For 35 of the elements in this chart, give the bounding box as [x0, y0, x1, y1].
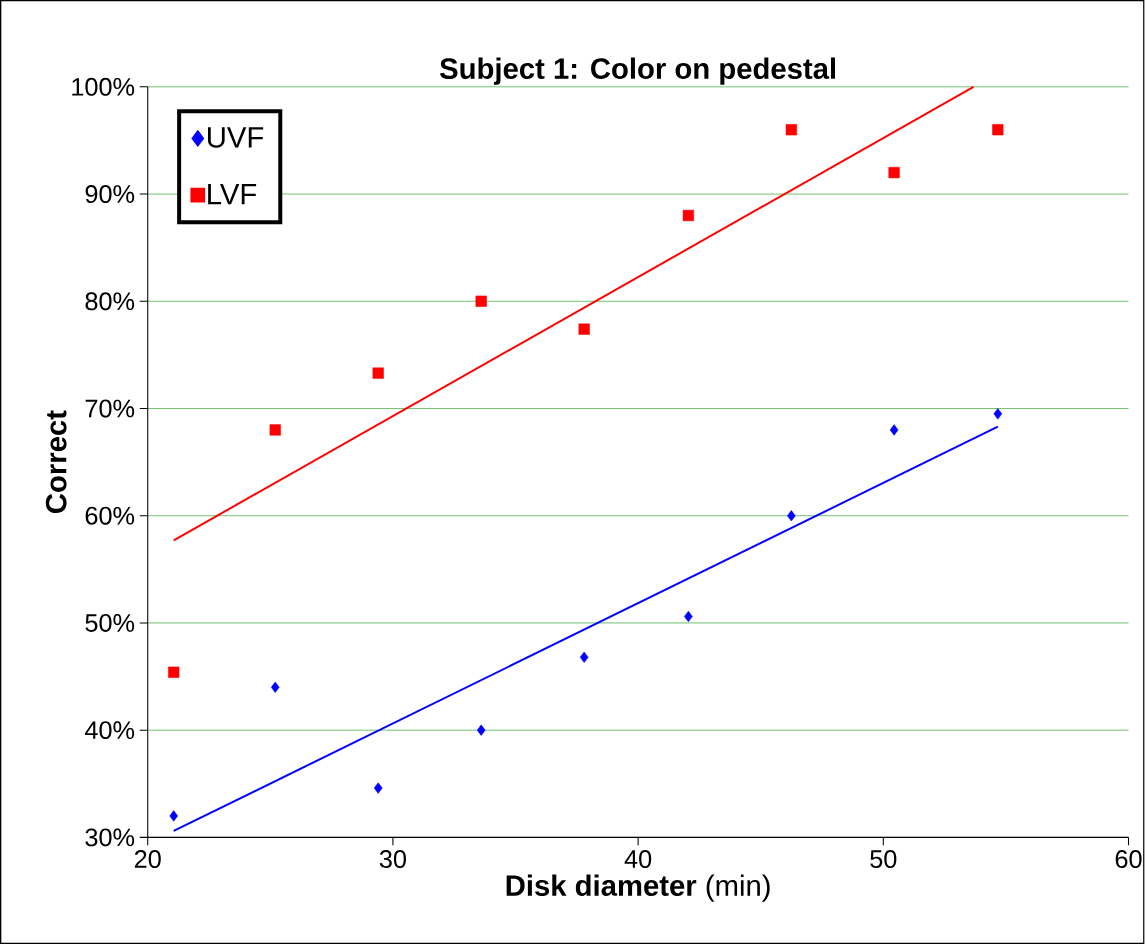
y-tick-label: 40%	[85, 721, 135, 740]
y-tick-label: 30%	[85, 828, 135, 847]
point	[993, 408, 1003, 420]
point	[579, 651, 589, 663]
point	[169, 810, 178, 822]
x-tick-label: 30	[379, 849, 406, 868]
point	[992, 124, 1004, 136]
point	[578, 323, 590, 335]
point	[168, 666, 180, 678]
point	[372, 367, 384, 379]
x-axis-title: Disk diameter (min)	[506, 874, 770, 902]
chart-title: Subject 1: Color on pedestal	[439, 57, 836, 85]
x-tick-label: 50	[870, 849, 897, 868]
y-tick-label: 80%	[85, 292, 135, 311]
y-tick-label: 60%	[85, 506, 135, 525]
point	[889, 424, 899, 436]
x-tick-label: 40	[624, 849, 652, 868]
x-tick-label: 60	[1115, 849, 1142, 868]
point	[270, 681, 280, 693]
y-tick-label: 70%	[85, 399, 135, 418]
point	[785, 124, 797, 136]
x-tick-label: 20	[134, 849, 161, 868]
legend-label: UVF	[208, 127, 264, 148]
point	[682, 209, 694, 221]
point	[269, 424, 281, 436]
y-axis-title: Correct	[45, 410, 67, 513]
y-tick-label: 90%	[85, 185, 135, 203]
point	[787, 510, 796, 522]
point	[475, 295, 487, 307]
point	[373, 782, 383, 794]
y-tick-label: 100%	[72, 77, 135, 96]
point	[888, 166, 900, 179]
point	[476, 724, 486, 736]
y-tick-label: 50%	[85, 613, 135, 632]
legend-label: LVF	[208, 183, 257, 205]
